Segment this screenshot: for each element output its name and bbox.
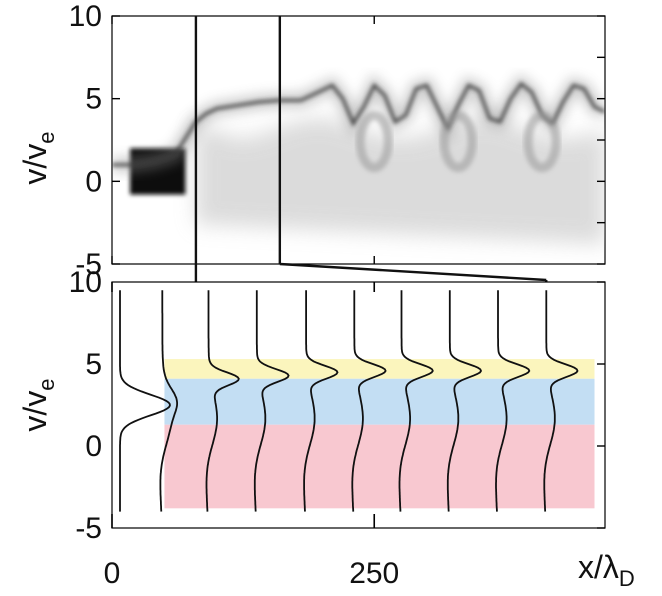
distribution-profile-2 (159, 290, 178, 512)
bottom-x-axis: 0 250 (104, 282, 399, 590)
distribution-profile-10 (543, 290, 579, 512)
velocity-band-3 (164, 424, 595, 509)
bottom-y-tick-label: -5 (75, 512, 102, 545)
top-y-tick-label: 10 (69, 0, 102, 33)
phase-vortex-3 (523, 111, 561, 173)
cut-zoom-line (279, 262, 547, 282)
top-y-tick-label: -5 (75, 248, 102, 281)
distribution-profile-8 (446, 290, 483, 512)
background-cloud (195, 118, 605, 245)
distribution-profile-7 (398, 290, 434, 512)
distribution-profile-4 (253, 290, 290, 512)
phase-vortex-1 (355, 111, 393, 173)
beam-ridge (112, 81, 605, 167)
bottom-ylabel: v/ve (17, 378, 59, 431)
bottom-y-tick-label: 10 (69, 266, 102, 299)
cut-markers (194, 16, 548, 302)
velocity-band-2 (164, 378, 595, 425)
distribution-profile-1 (119, 290, 171, 512)
bottom-x-tick-label: 250 (349, 557, 399, 590)
top-y-axis: 10 5 0 -5 (69, 0, 605, 281)
top-ylabel: v/ve (17, 131, 59, 184)
top-panel: 10 5 0 -5 v/ve (17, 0, 606, 302)
bottom-xlabel: x/λD (578, 549, 635, 591)
top-y-tick-label: 0 (85, 165, 102, 198)
distribution-profile-9 (495, 290, 531, 512)
distribution-profiles (119, 290, 579, 512)
phase-space-heatmap (112, 73, 605, 245)
bottom-y-tick-label: 5 (85, 348, 102, 381)
distribution-profile-5 (303, 290, 339, 512)
velocity-bands (164, 359, 595, 509)
bottom-x-tick-label: 0 (104, 557, 121, 590)
distribution-profile-3 (205, 290, 240, 512)
bottom-y-axis: 10 5 0 -5 (69, 266, 605, 545)
velocity-band-1 (164, 359, 595, 379)
phase-vortex-2 (439, 111, 477, 173)
bottom-y-tick-label: 0 (85, 430, 102, 463)
top-y-tick-label: 5 (85, 83, 102, 116)
distribution-profile-6 (351, 290, 387, 512)
